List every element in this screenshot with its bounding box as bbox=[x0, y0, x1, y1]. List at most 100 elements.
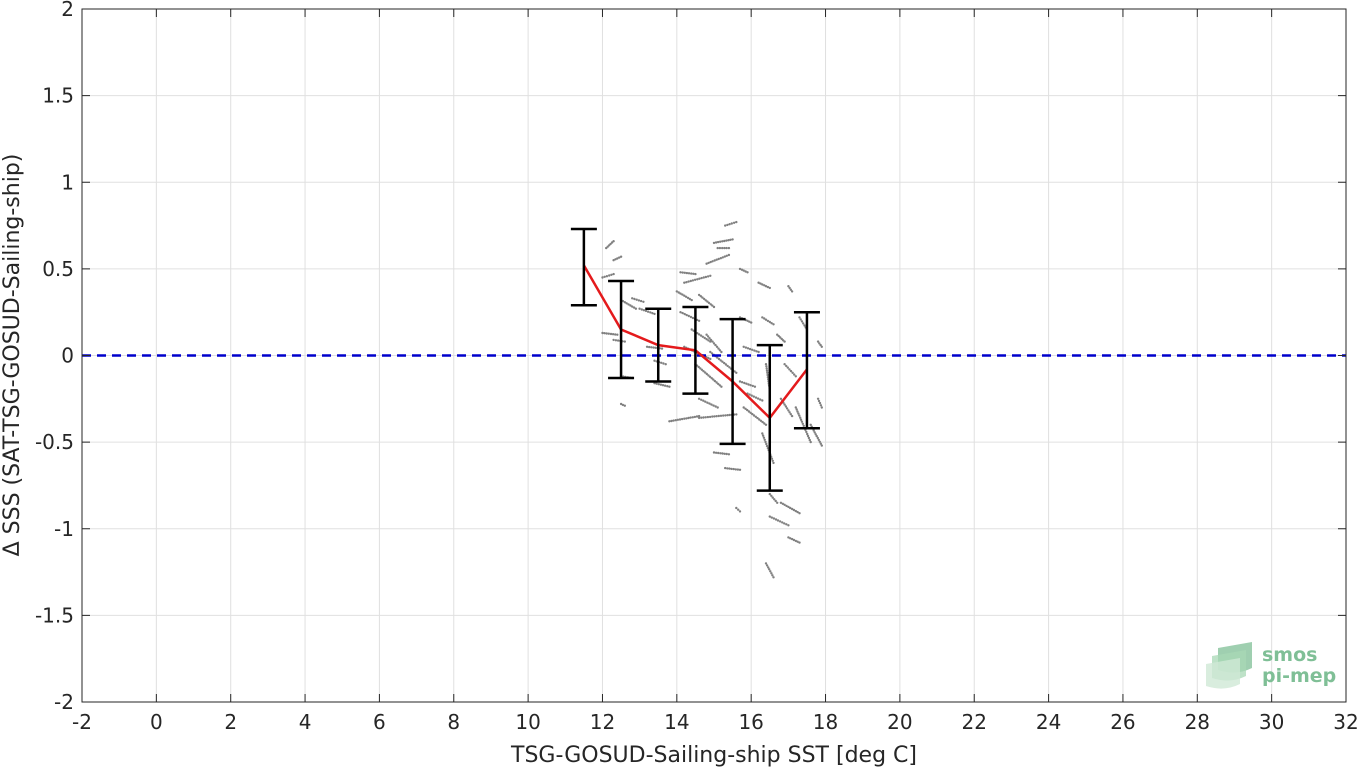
scatter-point bbox=[790, 507, 794, 511]
scatter-point bbox=[644, 309, 648, 313]
scatter-point bbox=[763, 317, 766, 320]
scatter-point bbox=[677, 291, 680, 294]
scatter-point bbox=[726, 223, 729, 227]
scatter-point bbox=[710, 403, 713, 406]
scatter-point bbox=[627, 303, 630, 306]
scatter-point bbox=[723, 255, 726, 258]
x-tick-label: 30 bbox=[1259, 710, 1284, 734]
scatter-point bbox=[740, 268, 744, 271]
scatter-point bbox=[690, 298, 693, 302]
scatter-point bbox=[608, 274, 611, 277]
x-tick-label: 6 bbox=[373, 710, 386, 734]
scatter-point bbox=[736, 468, 740, 471]
scatter-point bbox=[709, 260, 712, 264]
x-tick-label: 4 bbox=[299, 710, 312, 734]
scatter-point bbox=[700, 276, 703, 280]
y-tick-label: -0.5 bbox=[35, 430, 74, 454]
scatter-point bbox=[708, 415, 712, 419]
scatter-point bbox=[819, 343, 822, 347]
scatter-point bbox=[675, 290, 678, 293]
scatter-point bbox=[788, 411, 791, 414]
scatter-point bbox=[704, 400, 707, 403]
scatter-point bbox=[716, 356, 719, 359]
scatter-point bbox=[761, 432, 764, 435]
scatter-point bbox=[714, 405, 717, 408]
scatter-point bbox=[778, 520, 782, 523]
y-tick-label: -1.5 bbox=[35, 603, 74, 627]
x-tick-label: 14 bbox=[664, 710, 689, 734]
scatter-point bbox=[792, 508, 796, 512]
scatter-point bbox=[713, 415, 716, 418]
scatter-point bbox=[657, 383, 660, 386]
scatter-point bbox=[625, 302, 628, 305]
error-bar bbox=[756, 343, 783, 492]
scatter-point bbox=[783, 403, 786, 406]
y-tick-label: 2 bbox=[61, 0, 74, 21]
scatter-point bbox=[770, 494, 773, 497]
scatter-point bbox=[717, 357, 721, 361]
scatter-point bbox=[724, 414, 727, 417]
scatter-point bbox=[817, 399, 821, 403]
scatter-point bbox=[738, 380, 742, 383]
scatter-point bbox=[764, 562, 768, 565]
scatter-point bbox=[770, 572, 773, 575]
scatter-point bbox=[774, 499, 777, 503]
scatter-point bbox=[802, 424, 805, 427]
scatter-point bbox=[779, 336, 782, 339]
scatter-point bbox=[689, 279, 692, 283]
scatter-point bbox=[712, 451, 716, 454]
scatter-point bbox=[717, 414, 720, 418]
scatter-point bbox=[706, 401, 709, 404]
scatter-point bbox=[802, 322, 805, 325]
scatter-point bbox=[767, 566, 770, 569]
scatter-point bbox=[670, 419, 673, 423]
scatter-point bbox=[806, 434, 810, 438]
scatter-point bbox=[770, 516, 773, 519]
scatter-point bbox=[666, 385, 669, 388]
scatter-point bbox=[725, 239, 728, 242]
scatter-point bbox=[650, 346, 653, 349]
scatter-point bbox=[717, 257, 720, 261]
scatter-point bbox=[788, 286, 791, 290]
scatter-point bbox=[772, 323, 775, 326]
scatter-point bbox=[683, 312, 686, 316]
scatter-point bbox=[638, 307, 641, 310]
x-axis-ticks: -2 0 2 4 6 8 10 12 14 16 18 20 22 24 26 28 30 32 bbox=[72, 9, 1359, 734]
scatter-point bbox=[680, 417, 684, 421]
scatter-point bbox=[733, 370, 736, 373]
scatter-point bbox=[751, 412, 754, 416]
x-tick-label: 0 bbox=[150, 710, 163, 734]
scatter-point bbox=[684, 295, 688, 298]
scatter-point bbox=[690, 272, 693, 275]
scatter-point bbox=[785, 523, 788, 526]
x-tick-label: 32 bbox=[1333, 710, 1358, 734]
scatter-point bbox=[685, 281, 688, 284]
scatter-point bbox=[774, 518, 778, 521]
x-tick-label: 28 bbox=[1185, 710, 1210, 734]
scatter-point bbox=[790, 290, 794, 293]
scatter-point bbox=[706, 300, 709, 303]
scatter-point bbox=[749, 384, 752, 387]
scatter-point bbox=[751, 384, 754, 388]
smos-pi-mep-logo: smos pi-mep bbox=[1206, 642, 1336, 689]
scatter-point bbox=[748, 393, 751, 396]
x-axis-label: TSG-GOSUD-Sailing-ship SST [deg C] bbox=[510, 743, 917, 768]
scatter-point bbox=[735, 506, 738, 510]
scatter-point bbox=[714, 241, 718, 244]
scatter-point bbox=[749, 411, 752, 414]
scatter-point bbox=[713, 259, 716, 262]
y-tick-label: -2 bbox=[54, 690, 74, 714]
scatter-point bbox=[653, 312, 656, 316]
scatter-point bbox=[711, 304, 714, 307]
scatter-point bbox=[768, 568, 771, 571]
scatter-point bbox=[768, 492, 771, 496]
scatter-point bbox=[721, 240, 724, 243]
scatter-point bbox=[796, 540, 799, 543]
scatter-point bbox=[711, 260, 714, 263]
x-tick-label: 10 bbox=[515, 710, 540, 734]
scatter-point bbox=[660, 361, 663, 364]
scatter-point bbox=[765, 365, 768, 368]
scatter-point bbox=[758, 418, 761, 421]
scatter-point bbox=[709, 303, 712, 306]
scatter-point bbox=[703, 336, 706, 340]
